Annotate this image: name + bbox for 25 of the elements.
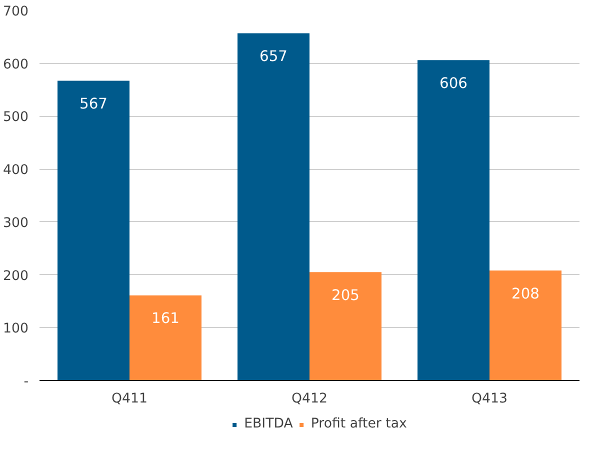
bar xyxy=(310,272,382,380)
bar xyxy=(418,60,490,380)
bar xyxy=(58,80,130,380)
data-label: 205 xyxy=(332,286,360,304)
x-tick-label: Q412 xyxy=(292,392,328,406)
x-tick-label: Q413 xyxy=(472,392,508,406)
y-tick-label: - xyxy=(24,374,29,390)
y-tick-label: 400 xyxy=(3,163,29,178)
y-tick-label: 700 xyxy=(3,4,29,20)
data-label: 208 xyxy=(512,285,540,302)
y-tick-label: 200 xyxy=(3,268,29,284)
data-label: 567 xyxy=(80,96,108,112)
bar xyxy=(130,295,202,380)
bar xyxy=(490,270,562,380)
data-label: 161 xyxy=(152,310,180,328)
y-tick-label: 600 xyxy=(3,57,29,72)
x-tick-label: Q411 xyxy=(112,392,148,406)
y-tick-label: 300 xyxy=(3,216,29,231)
legend-label: Profit after tax xyxy=(310,416,407,432)
legend-label: EBITDA xyxy=(244,416,293,432)
data-label: 606 xyxy=(440,74,468,92)
y-tick-label: 500 xyxy=(3,110,29,126)
data-label: 657 xyxy=(260,48,288,65)
bar xyxy=(238,33,310,380)
y-tick-label: 100 xyxy=(3,322,29,337)
